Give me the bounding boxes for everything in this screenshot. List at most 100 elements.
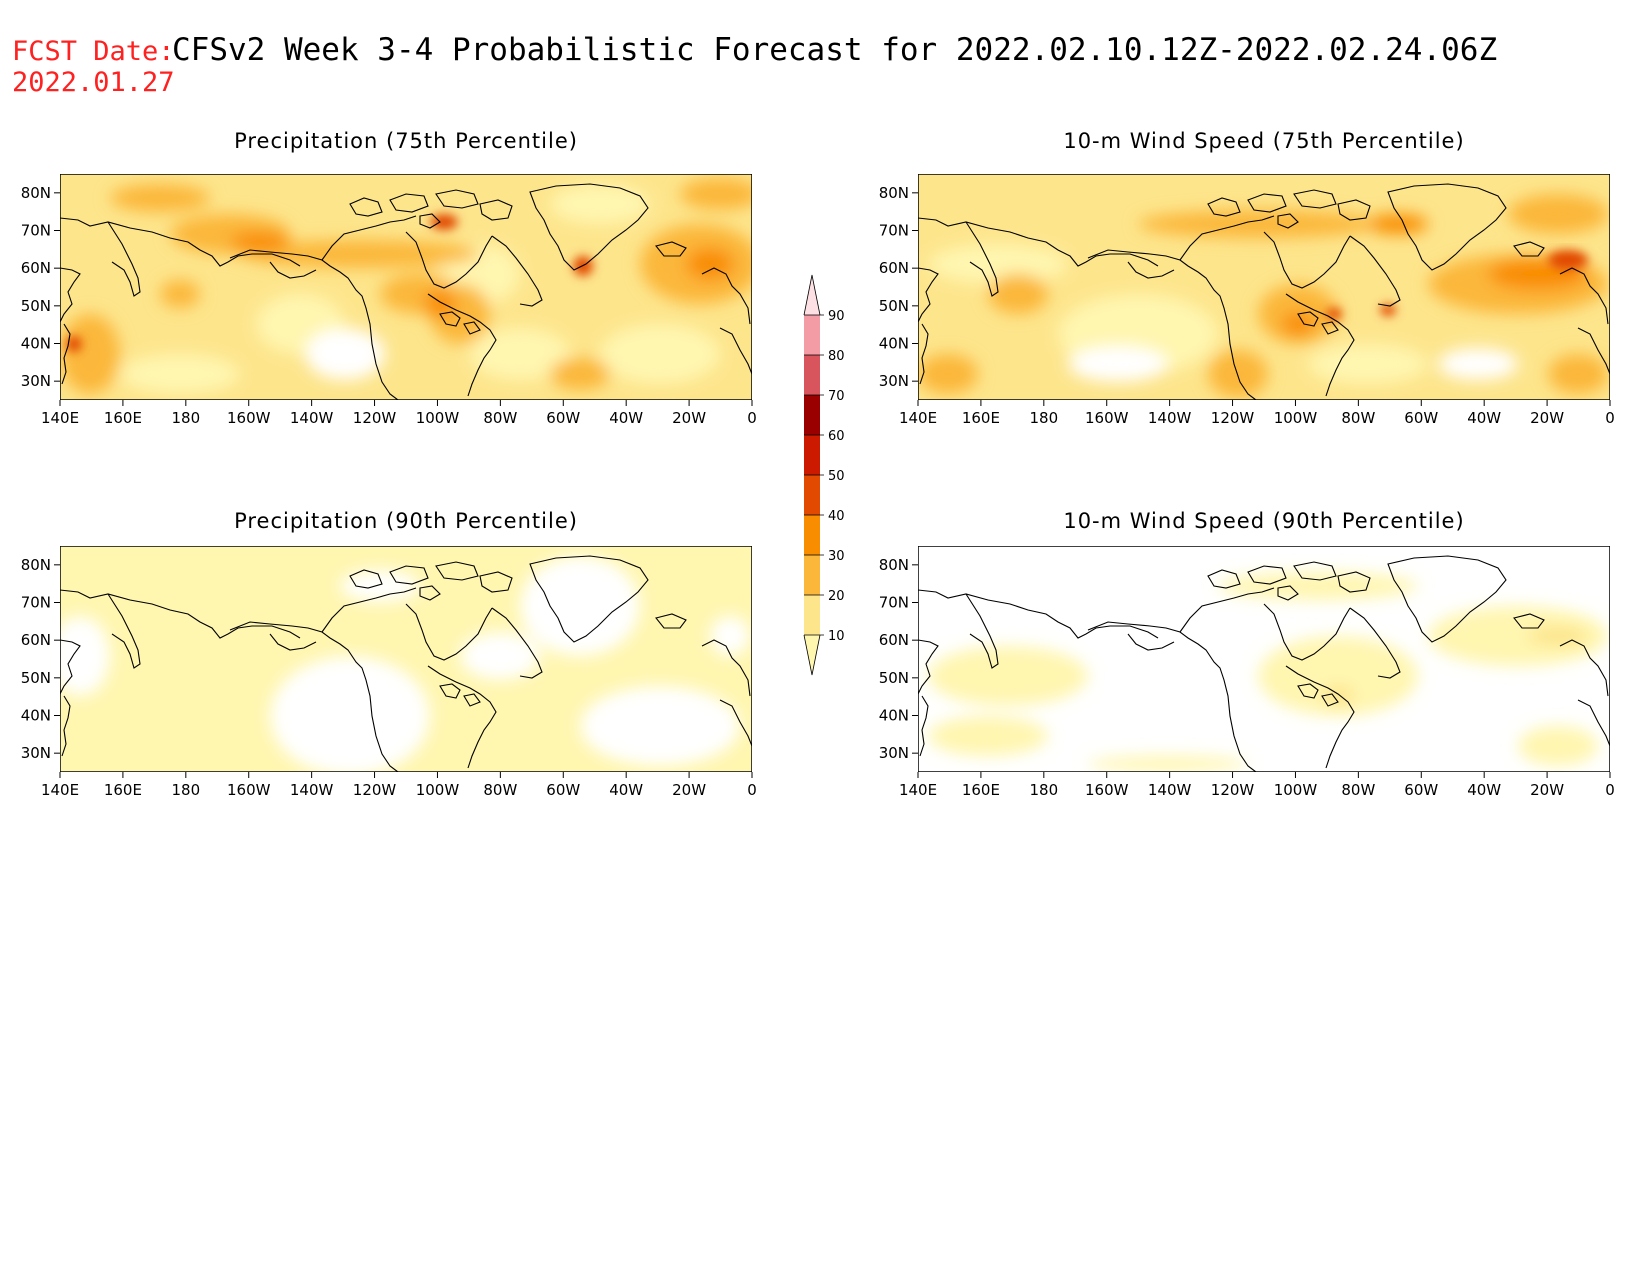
x-tick-label: 80W [483, 781, 517, 799]
x-tick-label: 60W [546, 409, 580, 427]
x-tick-label: 160E [104, 781, 142, 799]
panel-title-precip-90: Precipitation (90th Percentile) [234, 509, 578, 533]
x-tick-label: 40W [609, 781, 643, 799]
colorbar: 10 20 30 40 50 60 70 80 90 [803, 274, 845, 676]
fcst-date-label: FCST Date: [12, 36, 175, 67]
colorbar-segment [804, 595, 820, 635]
x-tick-label: 180 [171, 409, 200, 427]
x-tick-label: 20W [672, 409, 706, 427]
x-tick-label: 140E [41, 781, 79, 799]
colorbar-top-triangle [804, 275, 820, 315]
x-tick-label: 140E [899, 409, 937, 427]
y-tick-label: 40N [21, 335, 51, 353]
colorbar-label: 90 [828, 309, 845, 324]
map-wind-90 [918, 546, 1610, 772]
panel-title-precip-75: Precipitation (75th Percentile) [234, 129, 578, 153]
x-tick-label: 160W [227, 781, 271, 799]
x-tick-label: 140W [1148, 781, 1192, 799]
colorbar-label: 70 [828, 389, 845, 404]
y-tick-label: 60N [21, 259, 51, 277]
map-wind-75 [918, 174, 1610, 400]
y-tick-label: 30N [879, 372, 909, 390]
axes-layer: 140E 160E 180 160W 140W 120W 100W 80W 60W 40W 20W 0… [21, 184, 1615, 799]
x-tick-label: 120W [1211, 781, 1255, 799]
y-tick-label: 80N [21, 556, 51, 574]
x-tick-label: 40W [1467, 781, 1501, 799]
x-tick-label: 40W [1467, 409, 1501, 427]
x-tick-label: 140W [1148, 409, 1192, 427]
y-tick-label: 60N [879, 631, 909, 649]
colorbar-label: 60 [828, 429, 845, 444]
colorbar-segment [804, 315, 820, 355]
y-tick-label: 80N [879, 184, 909, 202]
colorbar-label: 20 [828, 589, 845, 604]
y-tick-label: 50N [879, 297, 909, 315]
colorbar-outline [803, 274, 821, 676]
y-tick-label: 70N [879, 594, 909, 612]
x-tick-label: 0 [1605, 409, 1615, 427]
colorbar-label: 50 [828, 469, 845, 484]
x-tick-label: 160E [104, 409, 142, 427]
x-tick-label: 120W [353, 781, 397, 799]
x-tick-label: 60W [1404, 409, 1438, 427]
x-tick-label: 60W [546, 781, 580, 799]
x-tick-label: 100W [1274, 409, 1318, 427]
y-tick-label: 30N [21, 372, 51, 390]
x-tick-label: 0 [747, 409, 757, 427]
x-tick-label: 100W [1274, 781, 1318, 799]
colorbar-segment [804, 435, 820, 475]
x-tick-label: 140W [290, 409, 334, 427]
x-tick-label: 100W [416, 781, 460, 799]
x-tick-label: 20W [672, 781, 706, 799]
x-tick-label: 180 [1029, 409, 1058, 427]
x-tick-label: 80W [1341, 781, 1375, 799]
y-tick-label: 30N [879, 744, 909, 762]
colorbar-segment [804, 355, 820, 395]
x-tick-label: 160E [962, 409, 1000, 427]
y-tick-label: 50N [21, 297, 51, 315]
x-tick-label: 120W [1211, 409, 1255, 427]
x-tick-label: 140W [290, 781, 334, 799]
y-tick-label: 50N [21, 669, 51, 687]
x-tick-label: 140E [899, 781, 937, 799]
y-tick-label: 40N [21, 707, 51, 725]
y-tick-label: 50N [879, 669, 909, 687]
y-tick-label: 40N [879, 335, 909, 353]
y-tick-label: 70N [879, 222, 909, 240]
colorbar-label: 40 [828, 509, 845, 524]
y-tick-label: 60N [879, 259, 909, 277]
y-tick-label: 70N [21, 594, 51, 612]
map-precip-75 [60, 174, 752, 400]
fcst-date-value: 2022.01.27 [12, 67, 175, 98]
colorbar-segment [804, 515, 820, 555]
x-tick-label: 20W [1530, 781, 1564, 799]
x-tick-label: 160W [227, 409, 271, 427]
x-tick-label: 80W [1341, 409, 1375, 427]
map-precip-90 [60, 546, 752, 772]
x-tick-label: 40W [609, 409, 643, 427]
colorbar-label: 30 [828, 549, 845, 564]
colorbar-segment [804, 555, 820, 595]
y-tick-label: 60N [21, 631, 51, 649]
colorbar-segment [804, 475, 820, 515]
x-tick-label: 140E [41, 409, 79, 427]
y-tick-label: 40N [879, 707, 909, 725]
panel-wind-90: 10-m Wind Speed (90th Percentile) [918, 509, 1610, 772]
x-tick-label: 100W [416, 409, 460, 427]
x-tick-label: 180 [1029, 781, 1058, 799]
x-tick-label: 120W [353, 409, 397, 427]
y-tick-label: 80N [879, 556, 909, 574]
x-tick-label: 160W [1085, 781, 1129, 799]
x-tick-label: 80W [483, 409, 517, 427]
x-tick-label: 20W [1530, 409, 1564, 427]
panel-wind-75: 10-m Wind Speed (75th Percentile) [918, 129, 1610, 400]
y-tick-label: 30N [21, 744, 51, 762]
x-tick-label: 0 [747, 781, 757, 799]
panel-precip-75: Precipitation (75th Percentile) [60, 129, 752, 400]
colorbar-bottom-triangle [804, 635, 820, 675]
panel-title-wind-75: 10-m Wind Speed (75th Percentile) [1063, 129, 1464, 153]
x-tick-label: 160W [1085, 409, 1129, 427]
y-tick-label: 80N [21, 184, 51, 202]
main-title: CFSv2 Week 3-4 Probabilistic Forecast fo… [172, 32, 1497, 68]
